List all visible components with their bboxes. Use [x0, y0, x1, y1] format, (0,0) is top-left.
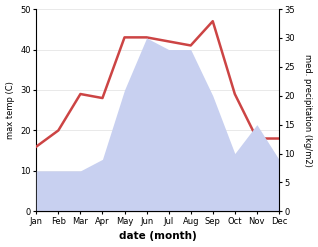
X-axis label: date (month): date (month) — [119, 231, 197, 242]
Y-axis label: med. precipitation (kg/m2): med. precipitation (kg/m2) — [303, 54, 313, 167]
Y-axis label: max temp (C): max temp (C) — [5, 81, 15, 139]
